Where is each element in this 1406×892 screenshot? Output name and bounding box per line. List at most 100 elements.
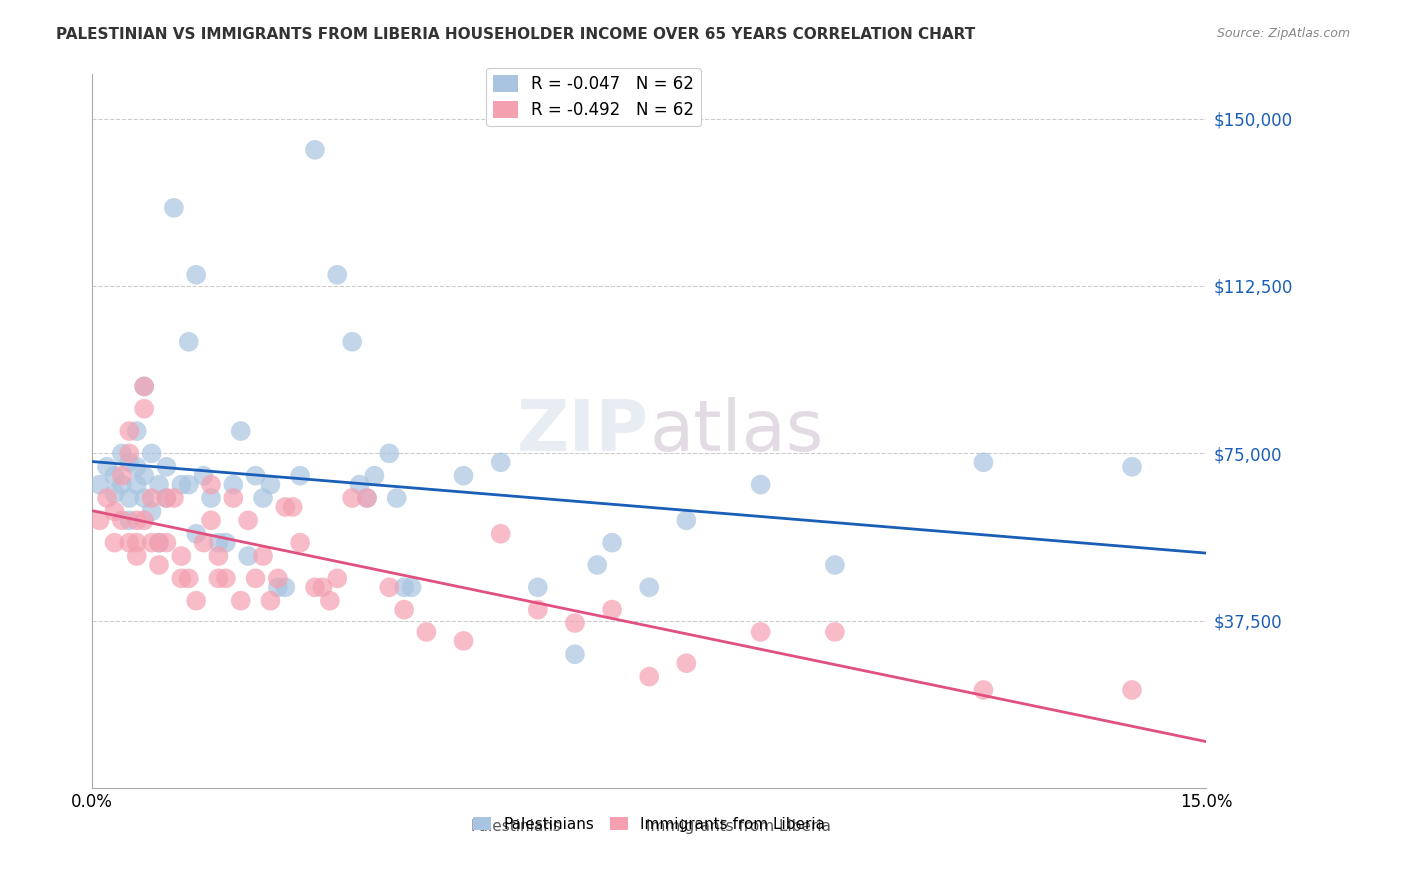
Immigrants from Liberia: [281, 500, 304, 514]
Palestinians: [148, 477, 170, 491]
Immigrants from Liberia: [229, 593, 252, 607]
Immigrants from Liberia: [489, 526, 512, 541]
Immigrants from Liberia: [972, 683, 994, 698]
Palestinians: [118, 491, 141, 505]
Palestinians: [267, 580, 290, 594]
Text: atlas: atlas: [650, 397, 824, 466]
Palestinians: [111, 477, 134, 491]
Immigrants from Liberia: [638, 670, 661, 684]
Palestinians: [453, 468, 475, 483]
Palestinians: [148, 535, 170, 549]
Immigrants from Liberia: [148, 535, 170, 549]
Palestinians: [564, 647, 586, 661]
Palestinians: [215, 535, 238, 549]
Palestinians: [89, 477, 111, 491]
Immigrants from Liberia: [148, 558, 170, 572]
Immigrants from Liberia: [453, 633, 475, 648]
Immigrants from Liberia: [200, 513, 222, 527]
Immigrants from Liberia: [392, 602, 415, 616]
Immigrants from Liberia: [274, 500, 297, 514]
Text: Immigrants from Liberia: Immigrants from Liberia: [645, 819, 831, 834]
Palestinians: [749, 477, 772, 491]
Immigrants from Liberia: [222, 491, 245, 505]
Immigrants from Liberia: [134, 379, 156, 393]
Immigrants from Liberia: [326, 571, 349, 585]
Immigrants from Liberia: [141, 491, 163, 505]
Immigrants from Liberia: [675, 656, 697, 670]
Palestinians: [527, 580, 550, 594]
Palestinians: [340, 334, 363, 349]
Immigrants from Liberia: [245, 571, 267, 585]
Immigrants from Liberia: [134, 401, 156, 416]
Immigrants from Liberia: [200, 477, 222, 491]
Palestinians: [134, 491, 156, 505]
Palestinians: [252, 491, 274, 505]
Palestinians: [163, 201, 186, 215]
Palestinians: [304, 143, 326, 157]
Palestinians: [236, 549, 259, 563]
Immigrants from Liberia: [177, 571, 200, 585]
Palestinians: [378, 446, 401, 460]
Palestinians: [288, 468, 311, 483]
Immigrants from Liberia: [111, 468, 134, 483]
Palestinians: [118, 513, 141, 527]
Palestinians: [125, 459, 148, 474]
Text: PALESTINIAN VS IMMIGRANTS FROM LIBERIA HOUSEHOLDER INCOME OVER 65 YEARS CORRELAT: PALESTINIAN VS IMMIGRANTS FROM LIBERIA H…: [56, 27, 976, 42]
Immigrants from Liberia: [186, 593, 208, 607]
Palestinians: [177, 477, 200, 491]
Immigrants from Liberia: [749, 624, 772, 639]
Palestinians: [489, 455, 512, 469]
Text: Source: ZipAtlas.com: Source: ZipAtlas.com: [1216, 27, 1350, 40]
Immigrants from Liberia: [288, 535, 311, 549]
Palestinians: [155, 491, 177, 505]
Palestinians: [356, 491, 378, 505]
Immigrants from Liberia: [259, 593, 281, 607]
Palestinians: [401, 580, 423, 594]
Palestinians: [141, 504, 163, 518]
Immigrants from Liberia: [252, 549, 274, 563]
Immigrants from Liberia: [527, 602, 550, 616]
Immigrants from Liberia: [125, 513, 148, 527]
Immigrants from Liberia: [600, 602, 623, 616]
Immigrants from Liberia: [155, 491, 177, 505]
Text: ZIP: ZIP: [517, 397, 650, 466]
Text: Palestinians: Palestinians: [470, 819, 561, 834]
Immigrants from Liberia: [155, 535, 177, 549]
Palestinians: [675, 513, 697, 527]
Palestinians: [824, 558, 846, 572]
Palestinians: [125, 477, 148, 491]
Immigrants from Liberia: [125, 549, 148, 563]
Immigrants from Liberia: [304, 580, 326, 594]
Palestinians: [229, 424, 252, 438]
Immigrants from Liberia: [193, 535, 215, 549]
Palestinians: [392, 580, 415, 594]
Palestinians: [177, 334, 200, 349]
Immigrants from Liberia: [1121, 683, 1143, 698]
Palestinians: [222, 477, 245, 491]
Immigrants from Liberia: [96, 491, 118, 505]
Immigrants from Liberia: [236, 513, 259, 527]
Immigrants from Liberia: [118, 446, 141, 460]
Immigrants from Liberia: [163, 491, 186, 505]
Palestinians: [111, 446, 134, 460]
Palestinians: [118, 455, 141, 469]
Palestinians: [155, 459, 177, 474]
Palestinians: [349, 477, 371, 491]
Palestinians: [600, 535, 623, 549]
Immigrants from Liberia: [170, 549, 193, 563]
Palestinians: [186, 526, 208, 541]
Palestinians: [586, 558, 609, 572]
Palestinians: [274, 580, 297, 594]
Immigrants from Liberia: [134, 513, 156, 527]
Palestinians: [96, 459, 118, 474]
Immigrants from Liberia: [103, 504, 125, 518]
Palestinians: [103, 486, 125, 500]
Palestinians: [193, 468, 215, 483]
Immigrants from Liberia: [319, 593, 342, 607]
Legend: R = -0.047   N = 62, R = -0.492   N = 62: R = -0.047 N = 62, R = -0.492 N = 62: [486, 68, 700, 126]
Immigrants from Liberia: [215, 571, 238, 585]
Immigrants from Liberia: [311, 580, 333, 594]
Palestinians: [186, 268, 208, 282]
Immigrants from Liberia: [267, 571, 290, 585]
Palestinians: [134, 379, 156, 393]
